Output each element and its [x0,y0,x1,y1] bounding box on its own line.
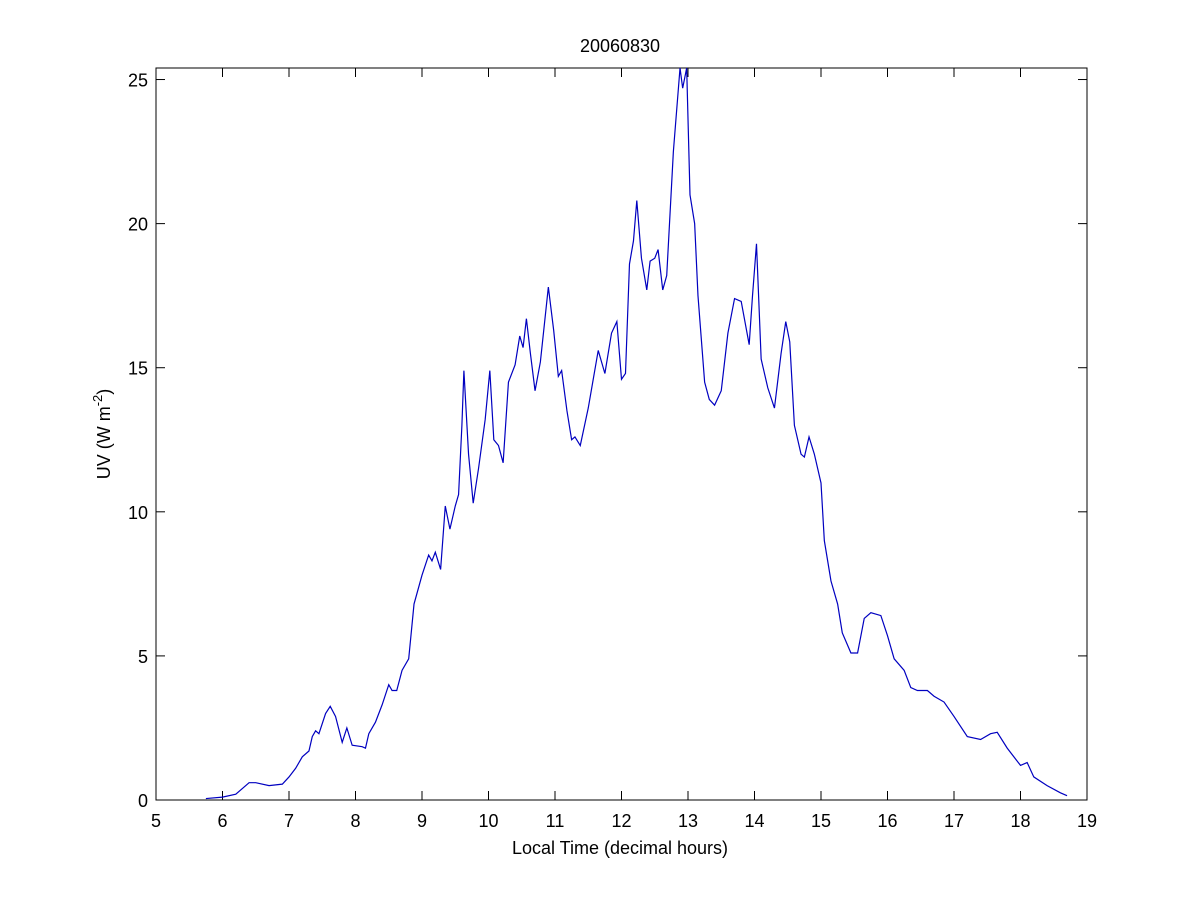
x-tick-label: 6 [217,811,227,831]
x-tick-label: 16 [877,811,897,831]
y-tick-label: 10 [128,503,148,523]
x-tick-label: 13 [678,811,698,831]
x-tick-label: 12 [611,811,631,831]
y-tick-label: 5 [138,647,148,667]
x-tick-label: 11 [546,811,565,831]
x-tick-label: 19 [1077,811,1097,831]
x-tick-label: 18 [1010,811,1030,831]
y-tick-label: 20 [128,215,148,235]
y-label-end: ) [94,389,114,395]
uv-line [205,67,1068,800]
x-axis-label: Local Time (decimal hours) [512,838,728,858]
y-tick-label: 0 [138,791,148,811]
x-tick-label: 10 [478,811,498,831]
x-tick-label: 7 [284,811,294,831]
y-axis-label: UV (W m-2) [90,389,114,480]
y-label-text: UV (W m [94,406,114,479]
y-tick-label: 15 [128,359,148,379]
y-label-sup: -2 [90,395,105,407]
x-tick-label: 15 [811,811,831,831]
x-tick-label: 14 [744,811,764,831]
chart-title: 20060830 [580,36,660,56]
plot-box [155,67,1088,801]
x-tick-label: 5 [151,811,161,831]
y-tick-label: 25 [128,71,148,91]
x-tick-label: 17 [944,811,964,831]
x-tick-label: 8 [350,811,360,831]
x-tick-label: 9 [417,811,427,831]
